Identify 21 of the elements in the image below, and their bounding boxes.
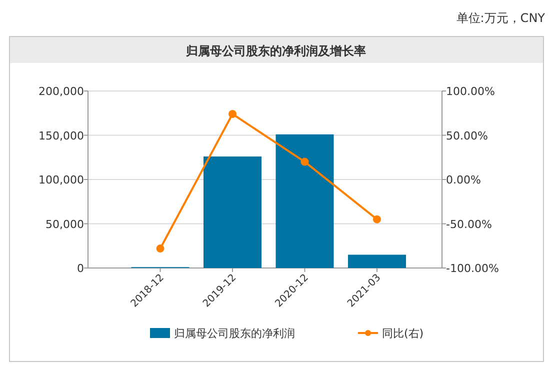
- y2-tick-label: -50.00%: [446, 218, 492, 231]
- y2-tick-label: 50.00%: [446, 129, 488, 142]
- bar: [348, 254, 406, 268]
- point: [372, 215, 381, 224]
- y-tick-label: 0: [77, 262, 84, 275]
- bar: [203, 156, 262, 268]
- y2-tick-label: 0.00%: [446, 174, 481, 186]
- y-tick-label: 150,000: [38, 129, 84, 142]
- legend-label: 同比(右): [382, 327, 424, 340]
- chart-title: 归属母公司股东的净利润及增长率: [185, 44, 366, 58]
- legend-label: 归属母公司股东的净利润: [174, 327, 295, 340]
- point: [300, 158, 309, 166]
- text: 单位:万元，CNY: [456, 11, 546, 25]
- point: [156, 244, 164, 253]
- point: [228, 110, 236, 118]
- y-tick-label: 100,000: [38, 174, 84, 186]
- y2-tick-label: 100.00%: [446, 85, 495, 98]
- bar: [276, 134, 334, 268]
- y-tick-label: 200,000: [38, 85, 84, 98]
- y-tick-label: 50,000: [46, 218, 84, 231]
- y2-tick-label: -100.00%: [446, 262, 499, 275]
